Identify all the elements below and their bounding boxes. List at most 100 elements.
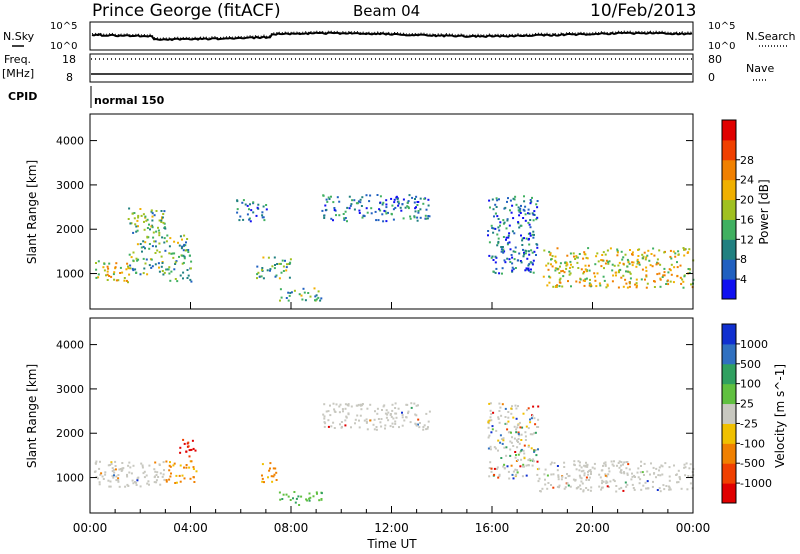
echo-cell xyxy=(567,484,570,487)
echo-cell xyxy=(609,247,612,250)
colorbar-segment xyxy=(722,343,736,365)
echo-cell xyxy=(114,266,117,269)
echo-cell xyxy=(407,412,409,415)
echo-cell xyxy=(156,471,159,474)
echo-cell xyxy=(395,416,398,419)
echo-cell xyxy=(636,471,639,474)
echo-cell xyxy=(267,476,269,479)
echo-cell xyxy=(616,250,619,253)
echo-cell xyxy=(377,418,380,420)
echo-cell xyxy=(500,438,503,441)
freq-tick-high: 18 xyxy=(62,53,76,66)
echo-cell xyxy=(159,483,162,486)
echo-cell xyxy=(640,460,643,463)
echo-cell xyxy=(497,449,499,452)
echo-cell xyxy=(327,410,330,413)
echo-cell xyxy=(662,274,665,277)
echo-cell xyxy=(158,270,161,273)
echo-cell xyxy=(643,462,646,465)
echo-cell xyxy=(163,271,166,274)
echo-cell xyxy=(183,466,185,469)
echo-cell xyxy=(489,461,492,464)
echo-cell xyxy=(524,219,527,222)
echo-cell xyxy=(532,236,535,239)
echo-cell xyxy=(616,251,619,254)
echo-cell xyxy=(554,259,557,262)
echo-cell xyxy=(164,249,167,252)
echo-cell xyxy=(513,425,516,428)
y-tick-label: 3000 xyxy=(56,383,84,396)
echo-cell xyxy=(595,255,598,258)
echo-cell xyxy=(319,299,322,302)
colorbar-segment xyxy=(722,363,736,385)
echo-cell xyxy=(539,490,542,492)
echo-cell xyxy=(664,462,667,465)
echo-cell xyxy=(499,441,502,444)
echo-cell xyxy=(353,208,356,211)
echo-cell xyxy=(293,491,296,493)
echo-cell xyxy=(579,484,582,487)
echo-cell xyxy=(179,235,182,238)
echo-cell xyxy=(162,221,165,224)
echo-cell xyxy=(316,492,318,495)
echo-cell xyxy=(626,483,629,486)
echo-cell xyxy=(500,248,503,251)
echo-cell xyxy=(659,277,662,280)
echo-cell xyxy=(499,224,501,227)
echo-cell xyxy=(651,485,654,488)
echo-cell xyxy=(611,269,614,272)
echo-cell xyxy=(556,469,559,472)
echo-cell xyxy=(689,268,691,271)
echo-cell xyxy=(649,264,652,267)
echo-cell xyxy=(365,418,368,421)
echo-cell xyxy=(282,265,285,268)
echo-cell xyxy=(188,466,191,469)
echo-cell xyxy=(574,478,577,481)
echo-cell xyxy=(500,250,503,253)
echo-cell xyxy=(503,467,506,470)
echo-cell xyxy=(500,414,503,417)
echo-cell xyxy=(527,427,530,430)
echo-cell xyxy=(414,422,417,425)
date-title: 10/Feb/2013 xyxy=(590,1,696,21)
echo-cell xyxy=(622,262,625,265)
echo-cell xyxy=(170,270,173,273)
echo-cell xyxy=(658,466,661,469)
echo-cell xyxy=(130,472,133,475)
echo-cell xyxy=(379,421,382,424)
echo-cell xyxy=(536,206,539,209)
echo-cell xyxy=(346,404,349,406)
echo-cell xyxy=(183,442,186,445)
echo-cell xyxy=(354,422,356,425)
echo-cell xyxy=(128,207,131,210)
echo-cell xyxy=(626,258,629,261)
echo-cell xyxy=(669,280,672,283)
echo-cell xyxy=(108,262,111,265)
echo-cell xyxy=(683,248,685,251)
echo-cell xyxy=(380,418,383,420)
echo-cell xyxy=(648,259,651,262)
echo-cell xyxy=(113,474,115,477)
echo-cell xyxy=(179,464,182,467)
echo-cell xyxy=(573,255,575,258)
echo-cell xyxy=(97,276,100,279)
echo-cell xyxy=(598,473,601,476)
echo-cell xyxy=(156,249,159,252)
echo-cell xyxy=(132,464,135,467)
echo-cell xyxy=(117,474,120,476)
echo-cell xyxy=(588,479,590,481)
echo-cell xyxy=(657,262,660,265)
echo-cell xyxy=(142,472,145,475)
echo-cell xyxy=(293,289,296,292)
echo-cell xyxy=(685,462,688,465)
echo-cell xyxy=(395,412,398,415)
echo-cell xyxy=(631,483,634,486)
echo-cell xyxy=(531,263,534,266)
echo-cell xyxy=(507,431,510,434)
echo-cell xyxy=(114,465,117,467)
echo-cell xyxy=(534,423,537,426)
echo-cell xyxy=(636,284,638,287)
echo-cell xyxy=(155,481,158,484)
echo-cell xyxy=(315,491,318,494)
echo-cell xyxy=(646,470,649,473)
